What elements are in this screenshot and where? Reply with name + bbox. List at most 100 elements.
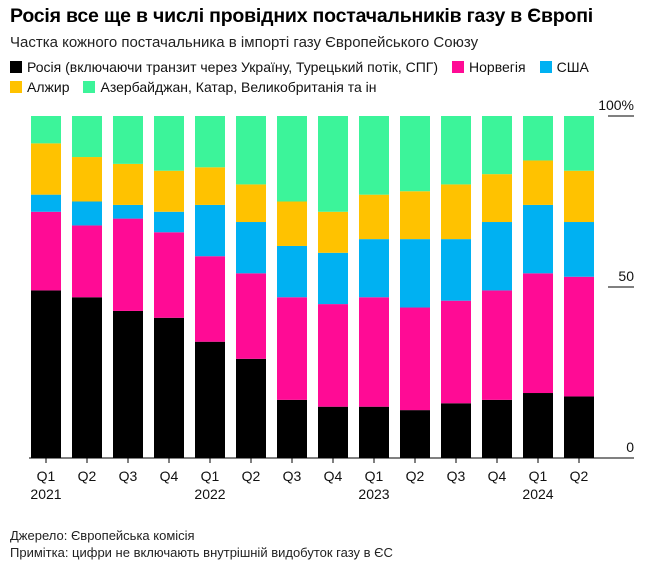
bar-segment-2-7 bbox=[318, 252, 348, 305]
x-tick-label-1: Q2 bbox=[78, 468, 97, 484]
bar-segment-3-3 bbox=[154, 170, 184, 212]
bar-segment-4-4 bbox=[195, 116, 225, 168]
bar-segment-2-1 bbox=[72, 201, 102, 226]
legend-label-algeria: Алжир bbox=[27, 79, 70, 95]
bar-segment-1-11 bbox=[482, 290, 512, 400]
x-tick-label-13: Q2 bbox=[570, 468, 589, 484]
x-tick-label-11: Q4 bbox=[488, 468, 507, 484]
bar-segment-2-8 bbox=[359, 239, 389, 298]
bar-segment-1-13 bbox=[564, 276, 594, 397]
bar-segment-4-8 bbox=[359, 116, 389, 195]
bar-segment-1-3 bbox=[154, 232, 184, 318]
bar-segment-1-5 bbox=[236, 273, 266, 359]
bar-segment-0-10 bbox=[441, 403, 471, 458]
bar-segment-1-12 bbox=[523, 273, 553, 394]
bar-segment-0-7 bbox=[318, 406, 348, 458]
x-year-label-2: 2023 bbox=[358, 486, 389, 502]
bar-segment-2-12 bbox=[523, 204, 553, 274]
x-tick-label-6: Q3 bbox=[283, 468, 302, 484]
bar-segment-4-12 bbox=[523, 116, 553, 161]
bar-segment-2-10 bbox=[441, 239, 471, 301]
bar-segment-3-0 bbox=[31, 143, 61, 195]
y-tick-label-0: 0 bbox=[626, 439, 634, 455]
bar-segment-1-10 bbox=[441, 300, 471, 404]
x-tick-label-10: Q3 bbox=[447, 468, 466, 484]
bar-segment-0-2 bbox=[113, 310, 143, 458]
legend-row-2: Алжир Азербайджан, Катар, Великобританія… bbox=[10, 79, 660, 95]
bar-segment-2-3 bbox=[154, 211, 184, 233]
x-tick-label-4: Q1 bbox=[201, 468, 220, 484]
bar-segment-0-8 bbox=[359, 406, 389, 458]
bar-segment-4-3 bbox=[154, 116, 184, 171]
bar-segment-3-1 bbox=[72, 157, 102, 202]
bar-segment-2-11 bbox=[482, 222, 512, 291]
footnote: Примітка: цифри не включають внутрішній … bbox=[10, 545, 393, 560]
legend-swatch-usa bbox=[539, 61, 552, 73]
legend-item-algeria: Алжир bbox=[10, 79, 69, 95]
bar-segment-3-5 bbox=[236, 184, 266, 223]
x-year-label-1: 2022 bbox=[194, 486, 225, 502]
bar-segment-3-2 bbox=[113, 163, 143, 205]
bar-segment-2-9 bbox=[400, 239, 430, 308]
bar-segment-4-13 bbox=[564, 116, 594, 171]
bar-segment-3-10 bbox=[441, 184, 471, 240]
bar-segment-2-4 bbox=[195, 204, 225, 257]
bar-segment-3-11 bbox=[482, 174, 512, 223]
bar-segment-4-2 bbox=[113, 116, 143, 164]
bar-segment-3-12 bbox=[523, 160, 553, 205]
bar-segment-4-1 bbox=[72, 116, 102, 158]
bar-segment-3-13 bbox=[564, 170, 594, 223]
legend-swatch-russia bbox=[10, 61, 22, 73]
legend-row-1: Росія (включаючи транзит через Україну, … bbox=[10, 59, 660, 75]
chart-subtitle: Частка кожного постачальника в імпорті г… bbox=[10, 34, 479, 51]
bar-segment-3-6 bbox=[277, 201, 307, 246]
bar-segment-1-7 bbox=[318, 304, 348, 407]
bar-segment-1-1 bbox=[72, 225, 102, 298]
bar-segment-0-6 bbox=[277, 399, 307, 458]
legend-label-usa: США bbox=[556, 59, 589, 75]
bar-segment-3-4 bbox=[195, 167, 225, 205]
legend-item-norway: Норвегія bbox=[452, 59, 526, 75]
chart-title: Росія все ще в числі провідних постачаль… bbox=[10, 5, 593, 27]
x-year-label-0: 2021 bbox=[30, 486, 61, 502]
bar-segment-4-10 bbox=[441, 116, 471, 185]
legend-swatch-norway bbox=[452, 61, 465, 73]
bar-segment-3-7 bbox=[318, 211, 348, 253]
y-tick-label-1: 50 bbox=[618, 268, 634, 284]
bar-segment-2-2 bbox=[113, 204, 143, 219]
legend-label-others: Азербайджан, Катар, Великобританія та ін bbox=[100, 79, 377, 95]
bar-segment-0-4 bbox=[195, 341, 225, 458]
x-tick-label-3: Q4 bbox=[160, 468, 179, 484]
x-tick-label-7: Q4 bbox=[324, 468, 343, 484]
bar-segment-2-6 bbox=[277, 245, 307, 298]
x-tick-label-2: Q3 bbox=[119, 468, 138, 484]
x-tick-label-8: Q1 bbox=[365, 468, 384, 484]
legend-item-russia: Росія (включаючи транзит через Україну, … bbox=[10, 59, 438, 75]
bar-segment-1-0 bbox=[31, 211, 61, 291]
bar-segment-2-13 bbox=[564, 222, 594, 277]
source-note: Джерело: Європейська комісія bbox=[10, 528, 195, 543]
bar-segment-0-13 bbox=[564, 396, 594, 458]
bar-segment-0-3 bbox=[154, 317, 184, 458]
bar-segment-0-12 bbox=[523, 393, 553, 458]
bar-segment-4-6 bbox=[277, 116, 307, 202]
bar-segment-1-6 bbox=[277, 297, 307, 400]
x-year-label-3: 2024 bbox=[522, 486, 553, 502]
bar-segment-1-2 bbox=[113, 218, 143, 311]
bar-segment-3-9 bbox=[400, 191, 430, 240]
legend-label-russia: Росія (включаючи транзит через Україну, … bbox=[27, 59, 439, 75]
legend-label-norway: Норвегія bbox=[469, 59, 526, 75]
legend-swatch-algeria bbox=[10, 81, 22, 93]
bar-segment-4-5 bbox=[236, 116, 266, 185]
x-tick-label-0: Q1 bbox=[37, 468, 56, 484]
bar-segment-4-0 bbox=[31, 116, 61, 144]
bar-segment-4-7 bbox=[318, 116, 348, 212]
bar-segment-0-5 bbox=[236, 358, 266, 458]
legend-swatch-others bbox=[83, 81, 96, 93]
y-tick-label-2: 100% bbox=[598, 97, 634, 113]
legend-item-others: Азербайджан, Катар, Великобританія та ін bbox=[83, 79, 377, 95]
x-tick-label-5: Q2 bbox=[242, 468, 261, 484]
bar-segment-1-8 bbox=[359, 297, 389, 407]
bar-segment-3-8 bbox=[359, 194, 389, 240]
